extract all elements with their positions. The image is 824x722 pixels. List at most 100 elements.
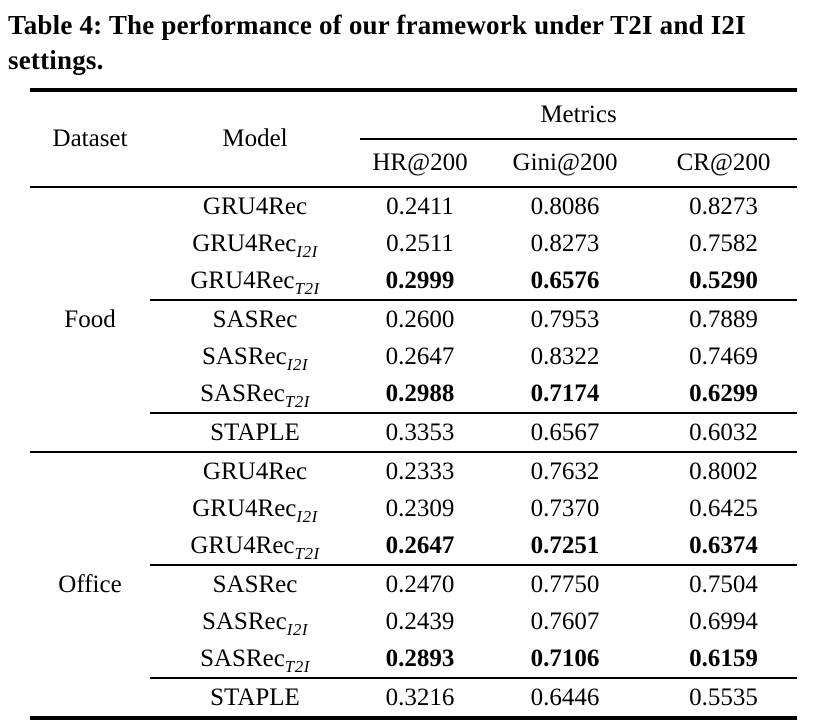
table-row-best: SASRecT2I 0.2988 0.7174 0.6299 bbox=[30, 375, 797, 413]
table-row: GRU4RecI2I 0.2309 0.7370 0.6425 bbox=[30, 490, 797, 527]
section-office: Office GRU4Rec 0.2333 0.7632 0.8002 GRU4… bbox=[30, 451, 798, 719]
cr-value: 0.6299 bbox=[689, 379, 758, 407]
hr-value: 0.2999 bbox=[385, 266, 455, 294]
model-subscript: I2I bbox=[296, 241, 318, 261]
hr-value: 0.2988 bbox=[385, 379, 455, 407]
header-metrics-group: Metrics bbox=[360, 90, 798, 141]
cr-value: 0.6032 bbox=[650, 412, 798, 453]
section-food: Food GRU4Rec 0.2411 0.8086 0.8273 GRU4Re… bbox=[30, 187, 798, 453]
model-base: GRU4Rec bbox=[202, 457, 308, 485]
hr-value: 0.2511 bbox=[386, 229, 454, 257]
model-name: GRU4RecT2I bbox=[150, 262, 360, 300]
hr-value: 0.2470 bbox=[360, 564, 480, 604]
model-name: SASRecT2I bbox=[150, 375, 360, 413]
model-subscript: T2I bbox=[294, 543, 320, 563]
model-name: GRU4RecI2I bbox=[150, 490, 360, 527]
cr-value: 0.7504 bbox=[650, 564, 798, 604]
model-base: SASRec bbox=[212, 305, 298, 333]
hr-value: 0.2333 bbox=[360, 451, 480, 491]
hr-value: 0.2600 bbox=[360, 299, 480, 339]
gini-value: 0.7750 bbox=[480, 564, 650, 604]
gini-value: 0.7953 bbox=[480, 299, 650, 339]
gini-value: 0.7251 bbox=[530, 531, 600, 559]
model-name: SASRecI2I bbox=[150, 603, 360, 640]
model-name: GRU4RecT2I bbox=[150, 527, 360, 565]
model-base: SASRec bbox=[212, 570, 298, 598]
model-base: GRU4Rec bbox=[192, 494, 297, 522]
gini-value: 0.6446 bbox=[480, 677, 650, 719]
gini-value: 0.7632 bbox=[480, 451, 650, 491]
cr-value: 0.6159 bbox=[689, 644, 758, 672]
hr-value: 0.2439 bbox=[385, 607, 455, 635]
model-name: STAPLE bbox=[150, 412, 360, 453]
model-name: SASRecI2I bbox=[150, 338, 360, 375]
model-base: GRU4Rec bbox=[202, 192, 308, 220]
model-name: GRU4Rec bbox=[150, 451, 360, 491]
table-row-best: SASRecT2I 0.2893 0.7106 0.6159 bbox=[30, 640, 797, 678]
header-hr: HR@200 bbox=[372, 149, 468, 177]
model-name: SASRec bbox=[150, 299, 360, 339]
header-row-group: Dataset Model Metrics bbox=[30, 90, 798, 152]
model-base: STAPLE bbox=[210, 683, 300, 711]
header-cr: CR@200 bbox=[676, 149, 771, 177]
header-dataset: Dataset bbox=[52, 125, 128, 153]
dataset-label: Office bbox=[30, 451, 150, 719]
cr-value: 0.5290 bbox=[689, 266, 758, 294]
model-base: GRU4Rec bbox=[192, 229, 297, 257]
hr-value: 0.3216 bbox=[360, 677, 480, 719]
hr-value: 0.2647 bbox=[385, 531, 455, 559]
gini-value: 0.8086 bbox=[530, 192, 600, 220]
table-row: Office GRU4Rec 0.2333 0.7632 0.8002 bbox=[30, 451, 798, 719]
model-base: SASRec bbox=[200, 644, 285, 672]
model-base: STAPLE bbox=[210, 418, 300, 446]
cr-value: 0.5535 bbox=[650, 677, 798, 719]
model-base: GRU4Rec bbox=[190, 531, 295, 559]
dataset-label: Food bbox=[64, 305, 116, 333]
gini-value: 0.6576 bbox=[530, 266, 600, 294]
table-header: Dataset Model Metrics HR@200 Gini@200 CR… bbox=[30, 90, 798, 188]
table-row-best: GRU4RecT2I 0.2999 0.6576 0.5290 bbox=[30, 262, 797, 300]
hr-value: 0.2647 bbox=[385, 342, 455, 370]
table-row: STAPLE 0.3216 0.6446 0.5535 bbox=[30, 677, 798, 719]
cr-value: 0.6994 bbox=[689, 607, 758, 635]
header-model: Model bbox=[222, 125, 288, 153]
model-base: SASRec bbox=[201, 607, 287, 635]
model-subscript: I2I bbox=[296, 506, 318, 526]
hr-value: 0.2893 bbox=[385, 644, 455, 672]
gini-value: 0.7370 bbox=[530, 494, 600, 522]
model-subscript: T2I bbox=[284, 391, 310, 411]
cr-value: 0.6425 bbox=[689, 494, 758, 522]
table-row: SASRecI2I 0.2647 0.8322 0.7469 bbox=[30, 338, 797, 375]
cr-value: 0.6374 bbox=[689, 531, 758, 559]
model-name: SASRec bbox=[150, 564, 360, 604]
model-name: STAPLE bbox=[150, 677, 360, 719]
gini-value: 0.7106 bbox=[530, 644, 600, 672]
model-base: GRU4Rec bbox=[190, 266, 295, 294]
cr-value: 0.7469 bbox=[689, 342, 758, 370]
gini-value: 0.7174 bbox=[530, 379, 600, 407]
table-row: SASRec 0.2470 0.7750 0.7504 bbox=[30, 564, 798, 604]
results-table: Dataset Model Metrics HR@200 Gini@200 CR… bbox=[30, 88, 798, 721]
model-name: GRU4Rec bbox=[150, 187, 360, 225]
model-base: SASRec bbox=[201, 342, 287, 370]
model-subscript: I2I bbox=[286, 619, 309, 639]
model-subscript: T2I bbox=[294, 278, 320, 298]
cr-value: 0.7889 bbox=[650, 299, 798, 339]
table-row: SASRecI2I 0.2439 0.7607 0.6994 bbox=[30, 603, 797, 640]
table-row: SASRec 0.2600 0.7953 0.7889 bbox=[30, 299, 798, 339]
cr-value: 0.8002 bbox=[650, 451, 798, 491]
gini-value: 0.8322 bbox=[530, 342, 600, 370]
hr-value: 0.2309 bbox=[385, 494, 455, 522]
model-base: SASRec bbox=[200, 379, 285, 407]
gini-value: 0.6567 bbox=[480, 412, 650, 453]
hr-value: 0.3353 bbox=[360, 412, 480, 453]
hr-value: 0.2411 bbox=[386, 192, 454, 220]
gini-value: 0.8273 bbox=[530, 229, 600, 257]
model-name: SASRecT2I bbox=[150, 640, 360, 678]
cr-value: 0.8273 bbox=[689, 192, 758, 220]
model-subscript: T2I bbox=[284, 656, 310, 676]
header-row-metrics: HR@200 Gini@200 CR@200 bbox=[30, 139, 797, 187]
model-subscript: I2I bbox=[286, 354, 309, 374]
table-caption: Table 4: The performance of our framewor… bbox=[8, 10, 746, 76]
